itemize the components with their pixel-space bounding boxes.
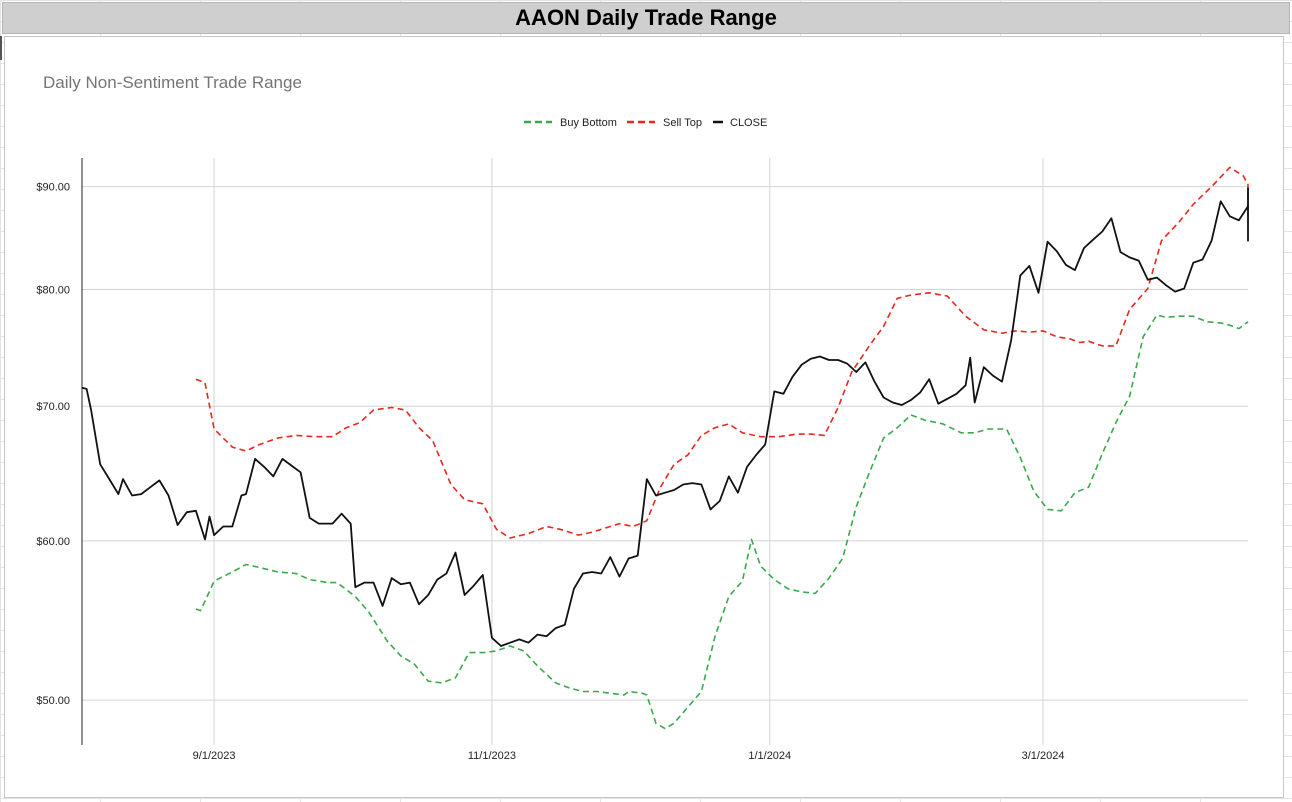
cell-cursor — [0, 36, 2, 60]
chart-frame[interactable]: Daily Non-Sentiment Trade Range — [4, 36, 1284, 798]
sheet-title: AAON Daily Trade Range — [2, 2, 1290, 34]
y-tick-label: $50.00 — [36, 695, 70, 707]
series-line-close — [81, 187, 1249, 647]
chart-title: Daily Non-Sentiment Trade Range — [43, 73, 302, 92]
x-tick-label: 11/1/2023 — [468, 750, 516, 762]
x-tick-label: 3/1/2024 — [1022, 750, 1065, 762]
legend-label: CLOSE — [730, 117, 767, 129]
legend-label: Buy Bottom — [560, 117, 617, 129]
y-tick-label: $60.00 — [36, 536, 70, 548]
series-line-sell-top — [195, 166, 1249, 539]
y-tick-label: $80.00 — [36, 285, 70, 297]
x-tick-label: 9/1/2023 — [193, 750, 236, 762]
series-line-buy-bottom — [195, 314, 1249, 730]
x-tick-label: 1/1/2024 — [748, 750, 791, 762]
y-tick-label: $70.00 — [36, 401, 70, 413]
y-tick-label: $90.00 — [36, 182, 70, 194]
legend-label: Sell Top — [663, 117, 702, 129]
